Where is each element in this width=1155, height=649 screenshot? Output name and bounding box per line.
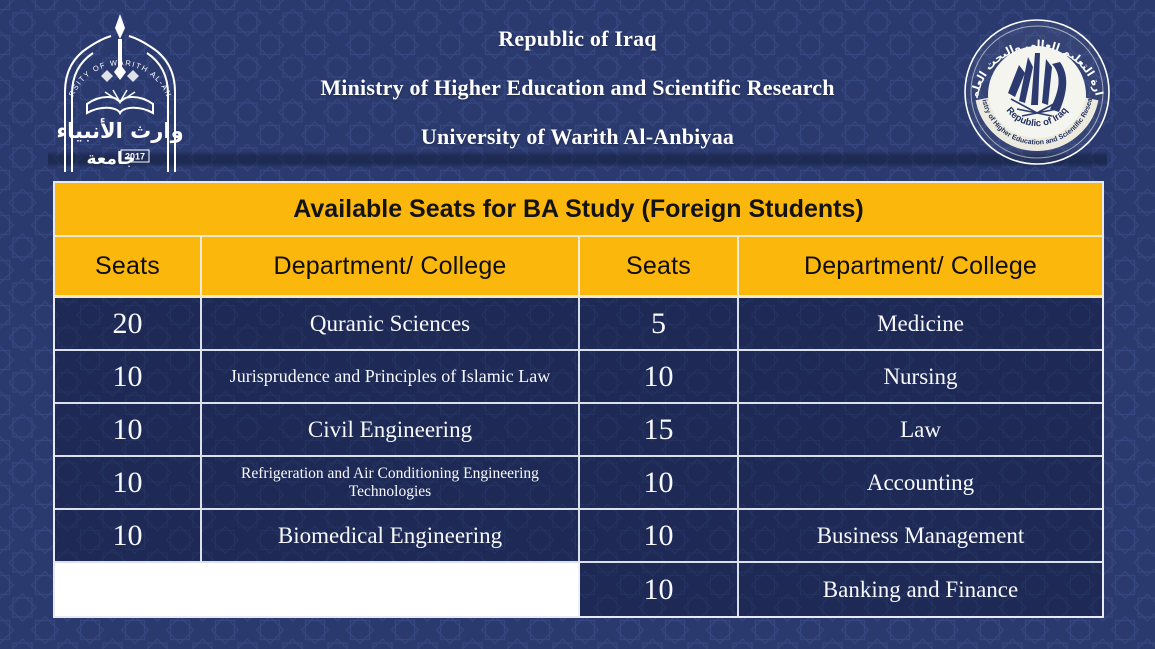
seats-table: Available Seats for BA Study (Foreign St… xyxy=(53,181,1104,618)
header-line-university: University of Warith Al-Anbiyaa xyxy=(420,124,735,149)
seats-value: 20 xyxy=(55,298,202,351)
department-name: Refrigeration and Air Conditioning Engin… xyxy=(202,457,580,510)
university-logo: UNIVERSITY OF WARITH AL-ANBIYAA وارث الأ… xyxy=(45,12,184,172)
department-name: Accounting xyxy=(739,457,1102,510)
header-line-country: Republic of Iraq xyxy=(498,26,657,51)
header-line-ministry: Ministry of Higher Education and Scienti… xyxy=(320,75,835,100)
department-name: Jurisprudence and Principles of Islamic … xyxy=(202,351,580,404)
department-name: Biomedical Engineering xyxy=(202,510,580,563)
empty-cell xyxy=(55,563,580,616)
seats-value: 5 xyxy=(580,298,739,351)
government-header: Republic of Iraq Ministry of Higher Educ… xyxy=(170,24,985,171)
table-title: Available Seats for BA Study (Foreign St… xyxy=(55,183,1102,237)
seats-value: 10 xyxy=(580,510,739,563)
logo-arabic-calligraphy: وارث الأنبياء xyxy=(56,117,183,143)
department-name: Law xyxy=(739,404,1102,457)
department-name: Nursing xyxy=(739,351,1102,404)
header-shadow-band xyxy=(48,151,1107,168)
column-header-dept-left: Department/ College xyxy=(202,237,580,298)
logo-arabic-word: جامعة xyxy=(86,149,135,169)
ministry-seal-logo: وزارة التعليم العالي والبحث العلمي Repub… xyxy=(962,16,1110,165)
logo-year: 2017 xyxy=(125,152,145,162)
seats-value: 10 xyxy=(580,457,739,510)
column-header-dept-right: Department/ College xyxy=(739,237,1102,298)
seats-value: 15 xyxy=(580,404,739,457)
department-name: Business Management xyxy=(739,510,1102,563)
department-name: Quranic Sciences xyxy=(202,298,580,351)
seats-value: 10 xyxy=(55,457,202,510)
department-name: Civil Engineering xyxy=(202,404,580,457)
seats-value: 10 xyxy=(55,510,202,563)
department-name: Medicine xyxy=(739,298,1102,351)
seats-value: 10 xyxy=(580,563,739,616)
seats-value: 10 xyxy=(580,351,739,404)
seats-value: 10 xyxy=(55,404,202,457)
department-name: Banking and Finance xyxy=(739,563,1102,616)
column-header-seats-left: Seats xyxy=(55,237,202,298)
column-header-seats-right: Seats xyxy=(580,237,739,298)
seats-value: 10 xyxy=(55,351,202,404)
